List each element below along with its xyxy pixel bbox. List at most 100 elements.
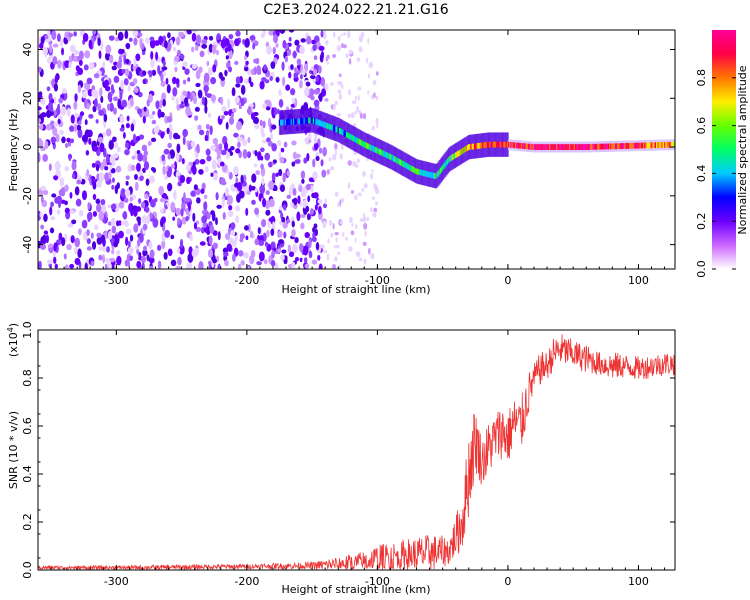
heatmap-speckle xyxy=(332,31,336,38)
heatmap-speckle xyxy=(260,163,264,170)
heatmap-speckle xyxy=(64,184,69,192)
heatmap-cell xyxy=(449,155,452,162)
heatmap-cell xyxy=(530,143,533,150)
heatmap-speckle xyxy=(301,178,305,184)
heatmap-cell xyxy=(364,142,367,148)
heatmap-speckle xyxy=(284,55,289,63)
heatmap-speckle xyxy=(196,197,201,204)
heatmap-speckle xyxy=(358,257,363,262)
heatmap-speckle xyxy=(147,70,153,75)
heatmap-speckle xyxy=(195,70,201,80)
heatmap-speckle xyxy=(273,34,278,44)
heatmap-speckle xyxy=(307,213,311,221)
heatmap-speckle xyxy=(349,216,353,224)
heatmap-speckle xyxy=(42,189,49,196)
heatmap-speckle xyxy=(121,99,128,108)
heatmap-cell xyxy=(633,142,636,149)
heatmap-speckle xyxy=(307,195,311,203)
heatmap-speckle xyxy=(77,128,83,139)
heatmap-cell xyxy=(303,117,306,124)
heatmap-speckle xyxy=(313,223,318,229)
heatmap-speckle xyxy=(139,134,145,140)
heatmap-speckle xyxy=(317,254,321,261)
heatmap-cell xyxy=(650,142,653,149)
heatmap-speckle xyxy=(290,183,296,190)
heatmap-speckle xyxy=(237,141,241,148)
heatmap-speckle xyxy=(238,190,245,199)
heatmap-speckle xyxy=(245,235,249,241)
heatmap-speckle xyxy=(141,144,148,152)
heatmap-cell xyxy=(307,117,310,124)
heatmap-speckle xyxy=(111,265,115,269)
heatmap-cell xyxy=(412,166,415,173)
heatmap-speckle xyxy=(170,163,176,169)
heatmap-speckle xyxy=(139,38,143,49)
heatmap-speckle xyxy=(98,172,105,182)
heatmap-cell xyxy=(525,143,528,150)
heatmap-cell xyxy=(408,164,411,170)
heatmap-speckle xyxy=(167,142,172,149)
heatmap-speckle xyxy=(109,102,114,112)
heatmap-speckle xyxy=(122,211,128,220)
heatmap-speckle xyxy=(160,216,166,224)
heatmap-speckle xyxy=(161,239,166,250)
heatmap-speckle xyxy=(164,40,168,49)
heatmap-speckle xyxy=(226,169,230,175)
heatmap-speckle xyxy=(126,253,130,263)
heatmap-speckle xyxy=(315,242,320,251)
heatmap-cell xyxy=(460,148,463,155)
heatmap-cell xyxy=(533,144,536,150)
heatmap-speckle xyxy=(280,147,285,153)
heatmap-speckle xyxy=(322,220,327,229)
heatmap-cell xyxy=(419,169,422,176)
heatmap-speckle xyxy=(107,104,111,111)
heatmap-speckle xyxy=(340,145,344,151)
heatmap-speckle xyxy=(262,197,267,208)
heatmap-speckle xyxy=(90,232,94,239)
heatmap-cell xyxy=(623,143,626,149)
heatmap-speckle xyxy=(146,215,151,225)
heatmap-speckle xyxy=(271,249,275,259)
heatmap-speckle xyxy=(40,96,46,106)
heatmap-speckle xyxy=(370,94,374,100)
heatmap-speckle xyxy=(220,149,227,156)
heatmap-speckle xyxy=(302,68,306,76)
heatmap-speckle xyxy=(233,166,239,176)
heatmap-speckle xyxy=(148,241,153,250)
heatmap-speckle xyxy=(48,92,53,101)
heatmap-speckle xyxy=(305,81,311,87)
snr-x-ticks: -300 -200 -100 0 100 xyxy=(50,330,666,588)
heatmap-speckle xyxy=(84,262,88,269)
heatmap-speckle xyxy=(39,212,43,218)
heatmap-speckle xyxy=(219,161,225,167)
heatmap-cell xyxy=(375,147,378,153)
heatmap-cell xyxy=(487,141,490,148)
heatmap-speckle xyxy=(143,150,148,157)
heatmap-speckle xyxy=(220,76,225,81)
heatmap-speckle xyxy=(228,116,235,125)
heatmap-speckle xyxy=(315,155,320,162)
heatmap-cell xyxy=(520,142,523,149)
heatmap-speckle xyxy=(144,193,149,200)
heatmap-cell xyxy=(668,141,671,148)
heatmap-speckle xyxy=(314,204,318,211)
heatmap-speckle xyxy=(134,181,139,192)
heatmap-cell xyxy=(515,142,518,149)
heatmap-speckle xyxy=(191,63,197,70)
heatmap-speckle xyxy=(313,136,318,144)
heatmap-speckle xyxy=(143,245,147,252)
heatmap-speckle xyxy=(133,223,139,233)
heatmap-speckle xyxy=(111,184,115,190)
heatmap-speckle xyxy=(209,125,213,135)
colorbar-tick-label: 0.4 xyxy=(695,165,708,183)
heatmap-speckle xyxy=(145,37,150,44)
heatmap-cell xyxy=(652,142,655,149)
heatmap-speckle xyxy=(250,81,254,88)
heatmap-speckle xyxy=(104,79,109,87)
heatmap-cell xyxy=(476,143,479,149)
heatmap-speckle xyxy=(300,38,306,43)
heatmap-cell xyxy=(450,155,453,162)
heatmap-cell xyxy=(540,144,543,150)
heatmap-cell xyxy=(511,142,514,148)
heatmap-cell xyxy=(651,142,654,149)
